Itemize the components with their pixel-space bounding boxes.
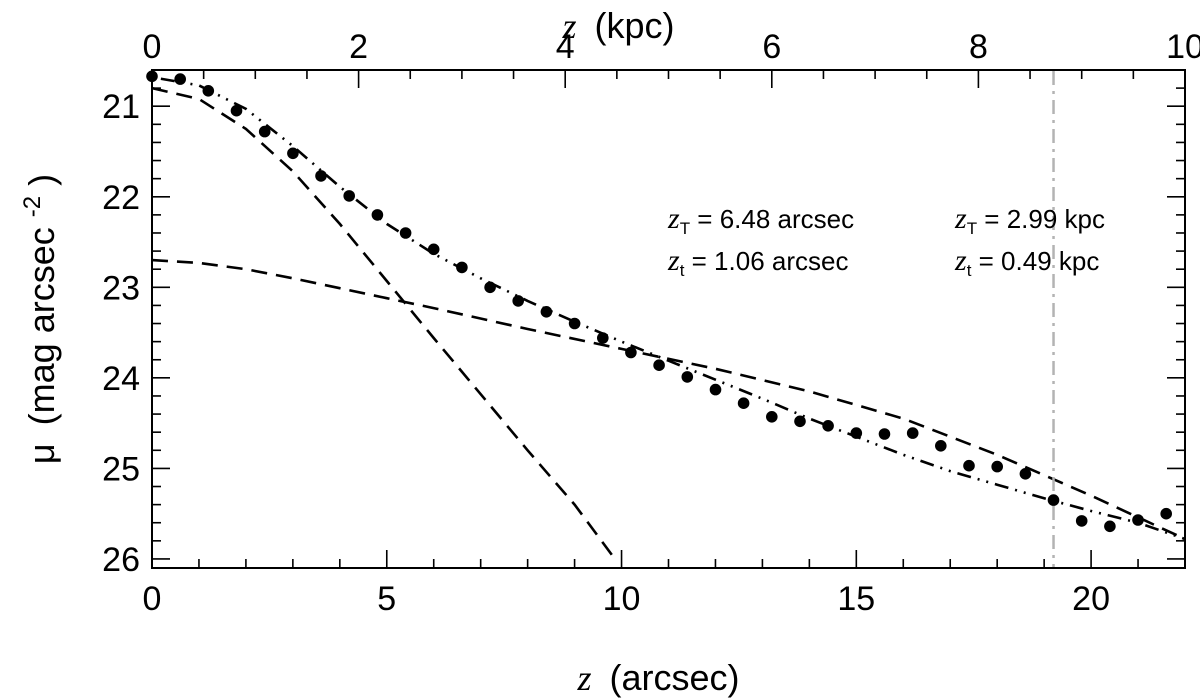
model-component-line [151,258,1186,541]
data-point [1019,468,1032,480]
x-tick-label: 20 [1072,580,1110,618]
data-point [963,459,975,472]
data-point [737,397,750,410]
x-tick-label: 10 [603,580,641,618]
data-point [653,359,665,372]
x-tick-label: 15 [837,580,875,618]
annotation-text: = 6.48 arcsec [690,204,854,234]
annotation-text: = 1.06 arcsec [684,246,848,276]
model-curves [151,75,1186,557]
annotation-text: = 2.99 kpc [977,204,1105,234]
data-point [287,147,299,160]
data-point [484,281,496,294]
y-axis-label-unit: (mag arcsec [21,227,62,425]
y-axis-label: μ (mag arcsec -2 ) [7,174,62,464]
x-axis-label-unit: (arcsec) [610,657,740,698]
data-point [681,371,694,383]
top-axis-label: z (kpc) [561,5,674,46]
x-axis-label: z (arcsec) [576,657,739,698]
data-point [456,261,468,274]
annotation-text: = 0.49 kpc [971,246,1099,276]
data-point [258,125,271,138]
data-point [427,243,440,256]
y-tick-label: 24 [102,360,140,398]
data-point [315,170,327,182]
y-axis-label-close: ) [21,174,62,186]
y-tick-label: 26 [102,541,140,579]
annotation-zt-arcsec: zt = 1.06 arcsec [667,244,848,280]
plot-frame [151,69,1186,569]
data-point [766,411,778,423]
data-point [174,73,186,85]
data-point [822,420,834,432]
y-tick-label: 22 [102,179,140,217]
data-point [540,306,553,318]
annotation-zT-kpc: zT = 2.99 kpc [954,202,1105,238]
x-tick-label: 0 [143,580,162,618]
annotation-zt-kpc: zt = 0.49 kpc [954,244,1099,280]
data-point [850,427,863,439]
total-model-line [151,75,1186,541]
y-tick-label: 21 [102,88,140,126]
data-point [512,295,524,307]
y-tick-label: 23 [102,269,140,307]
data-point [935,440,947,452]
x-axis-label-var: z [576,658,591,698]
data-point [1132,514,1144,526]
data-point [625,346,637,359]
data-point [991,460,1003,473]
axis-ticks [151,69,1186,568]
data-point [343,190,356,202]
top-tick-label: 4 [556,28,575,66]
top-axis-label-var: z [561,6,576,46]
data-point [371,209,384,221]
annotation-var: z [954,202,967,235]
top-tick-label: 8 [969,28,988,66]
data-point [1160,507,1172,520]
top-tick-label: 0 [143,28,162,66]
data-point [230,104,243,117]
data-point [878,428,891,440]
annotation-sub: T [680,219,690,238]
annotation-var: z [667,244,680,277]
annotation-sub: T [967,219,977,238]
data-point [568,317,581,330]
data-point [906,427,919,439]
annotation-sub: t [967,261,972,280]
data-point [1047,494,1060,506]
data-points [146,70,1172,533]
data-point [399,227,412,239]
x-tick-label: 5 [377,580,396,618]
model-component-line [151,86,614,557]
annotation-var: z [954,244,967,277]
annotation-var: z [667,202,680,235]
data-point [709,383,722,396]
y-axis-label-exponent: -2 [19,196,46,217]
annotation-zT-arcsec: zT = 6.48 arcsec [667,202,854,238]
data-point [202,85,215,97]
top-tick-label: 10 [1166,28,1200,66]
data-point [597,332,609,344]
top-tick-label: 6 [762,28,781,66]
data-point [1075,515,1088,527]
top-axis-label-unit: (kpc) [595,5,675,46]
annotation-sub: t [680,261,685,280]
data-point [1104,520,1116,533]
y-axis-label-var: μ [21,443,62,464]
top-tick-label: 2 [349,28,368,66]
y-tick-label: 25 [102,450,140,488]
data-point [794,415,806,428]
